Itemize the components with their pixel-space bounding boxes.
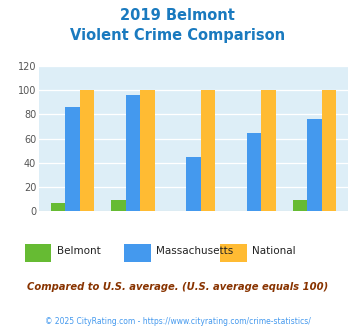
Text: © 2025 CityRating.com - https://www.cityrating.com/crime-statistics/: © 2025 CityRating.com - https://www.city… <box>45 317 310 326</box>
Bar <box>201 90 215 211</box>
Bar <box>247 133 261 211</box>
Text: National: National <box>252 246 296 256</box>
Text: Massachusetts: Massachusetts <box>156 246 234 256</box>
Bar <box>293 200 307 211</box>
Text: 2019 Belmont: 2019 Belmont <box>120 8 235 23</box>
Bar <box>140 90 155 211</box>
Text: Violent Crime Comparison: Violent Crime Comparison <box>70 28 285 43</box>
Bar <box>50 203 65 211</box>
Bar <box>307 119 322 211</box>
Bar <box>65 107 80 211</box>
Bar <box>111 200 126 211</box>
Text: Belmont: Belmont <box>57 246 100 256</box>
Text: Compared to U.S. average. (U.S. average equals 100): Compared to U.S. average. (U.S. average … <box>27 282 328 292</box>
Bar <box>322 90 337 211</box>
Bar <box>126 95 140 211</box>
Bar <box>261 90 276 211</box>
Bar <box>80 90 94 211</box>
Bar <box>186 157 201 211</box>
